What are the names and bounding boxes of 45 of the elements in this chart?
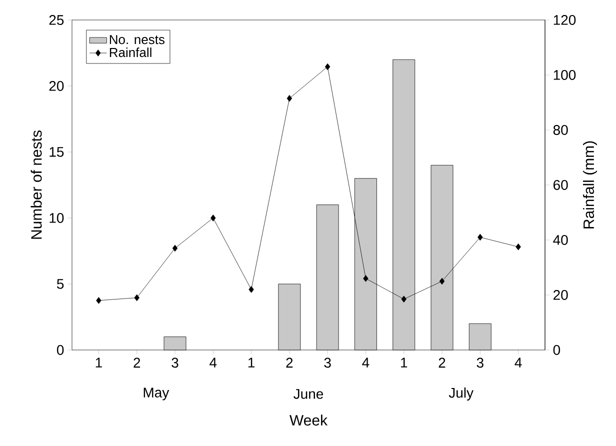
text: June: [294, 389, 324, 399]
x-tick-label: 3: [324, 358, 331, 368]
point: [96, 297, 102, 304]
y-tick-label: 25: [49, 15, 64, 25]
point: [172, 244, 178, 252]
y2-axis-title: Rainfall (mm): [583, 141, 597, 228]
y2-tick-label: 20: [554, 290, 568, 300]
y-tick-label: 0: [56, 345, 64, 355]
point: [363, 275, 368, 282]
point: [286, 94, 292, 102]
x-tick-label: 4: [362, 358, 370, 368]
point: [210, 214, 216, 222]
x-tick-label: 2: [438, 358, 446, 368]
y2-tick-label: 60: [554, 180, 568, 190]
y2-tick-label: 0: [553, 345, 560, 355]
point: [134, 294, 140, 302]
x-tick-label: 1: [401, 358, 408, 368]
text: May: [144, 388, 170, 400]
y-tick-label: 20: [49, 81, 64, 91]
y-axis-title: Number of nests: [30, 130, 42, 239]
y2-tick-label: 80: [553, 125, 568, 135]
point: [401, 296, 406, 303]
x-tick-label: 3: [476, 358, 484, 368]
y2-tick-label: 100: [554, 70, 576, 80]
y2-tick-label: 120: [554, 15, 576, 25]
x-tick-label: 1: [248, 358, 254, 368]
x-tick-label: 3: [172, 358, 178, 368]
x-axis-title: Week: [290, 414, 328, 426]
x-tick-label: 1: [96, 358, 102, 368]
y-tick-label: 10: [50, 213, 64, 223]
point: [248, 286, 254, 293]
x-tick-label: 2: [286, 358, 293, 368]
x-tick-label: 4: [514, 358, 522, 368]
y-tick-label: 5: [56, 279, 64, 289]
y-tick-label: 15: [50, 147, 64, 157]
point: [516, 243, 521, 250]
x-tick-label: 2: [134, 358, 140, 368]
legend-label: Rainfall: [110, 48, 152, 58]
legend-label: No. nests: [110, 35, 165, 44]
point: [439, 278, 445, 285]
y2-tick-label: 40: [553, 235, 568, 245]
x-tick-label: 4: [210, 358, 217, 368]
point: [478, 234, 483, 241]
point: [324, 63, 330, 70]
text: July: [448, 387, 474, 401]
